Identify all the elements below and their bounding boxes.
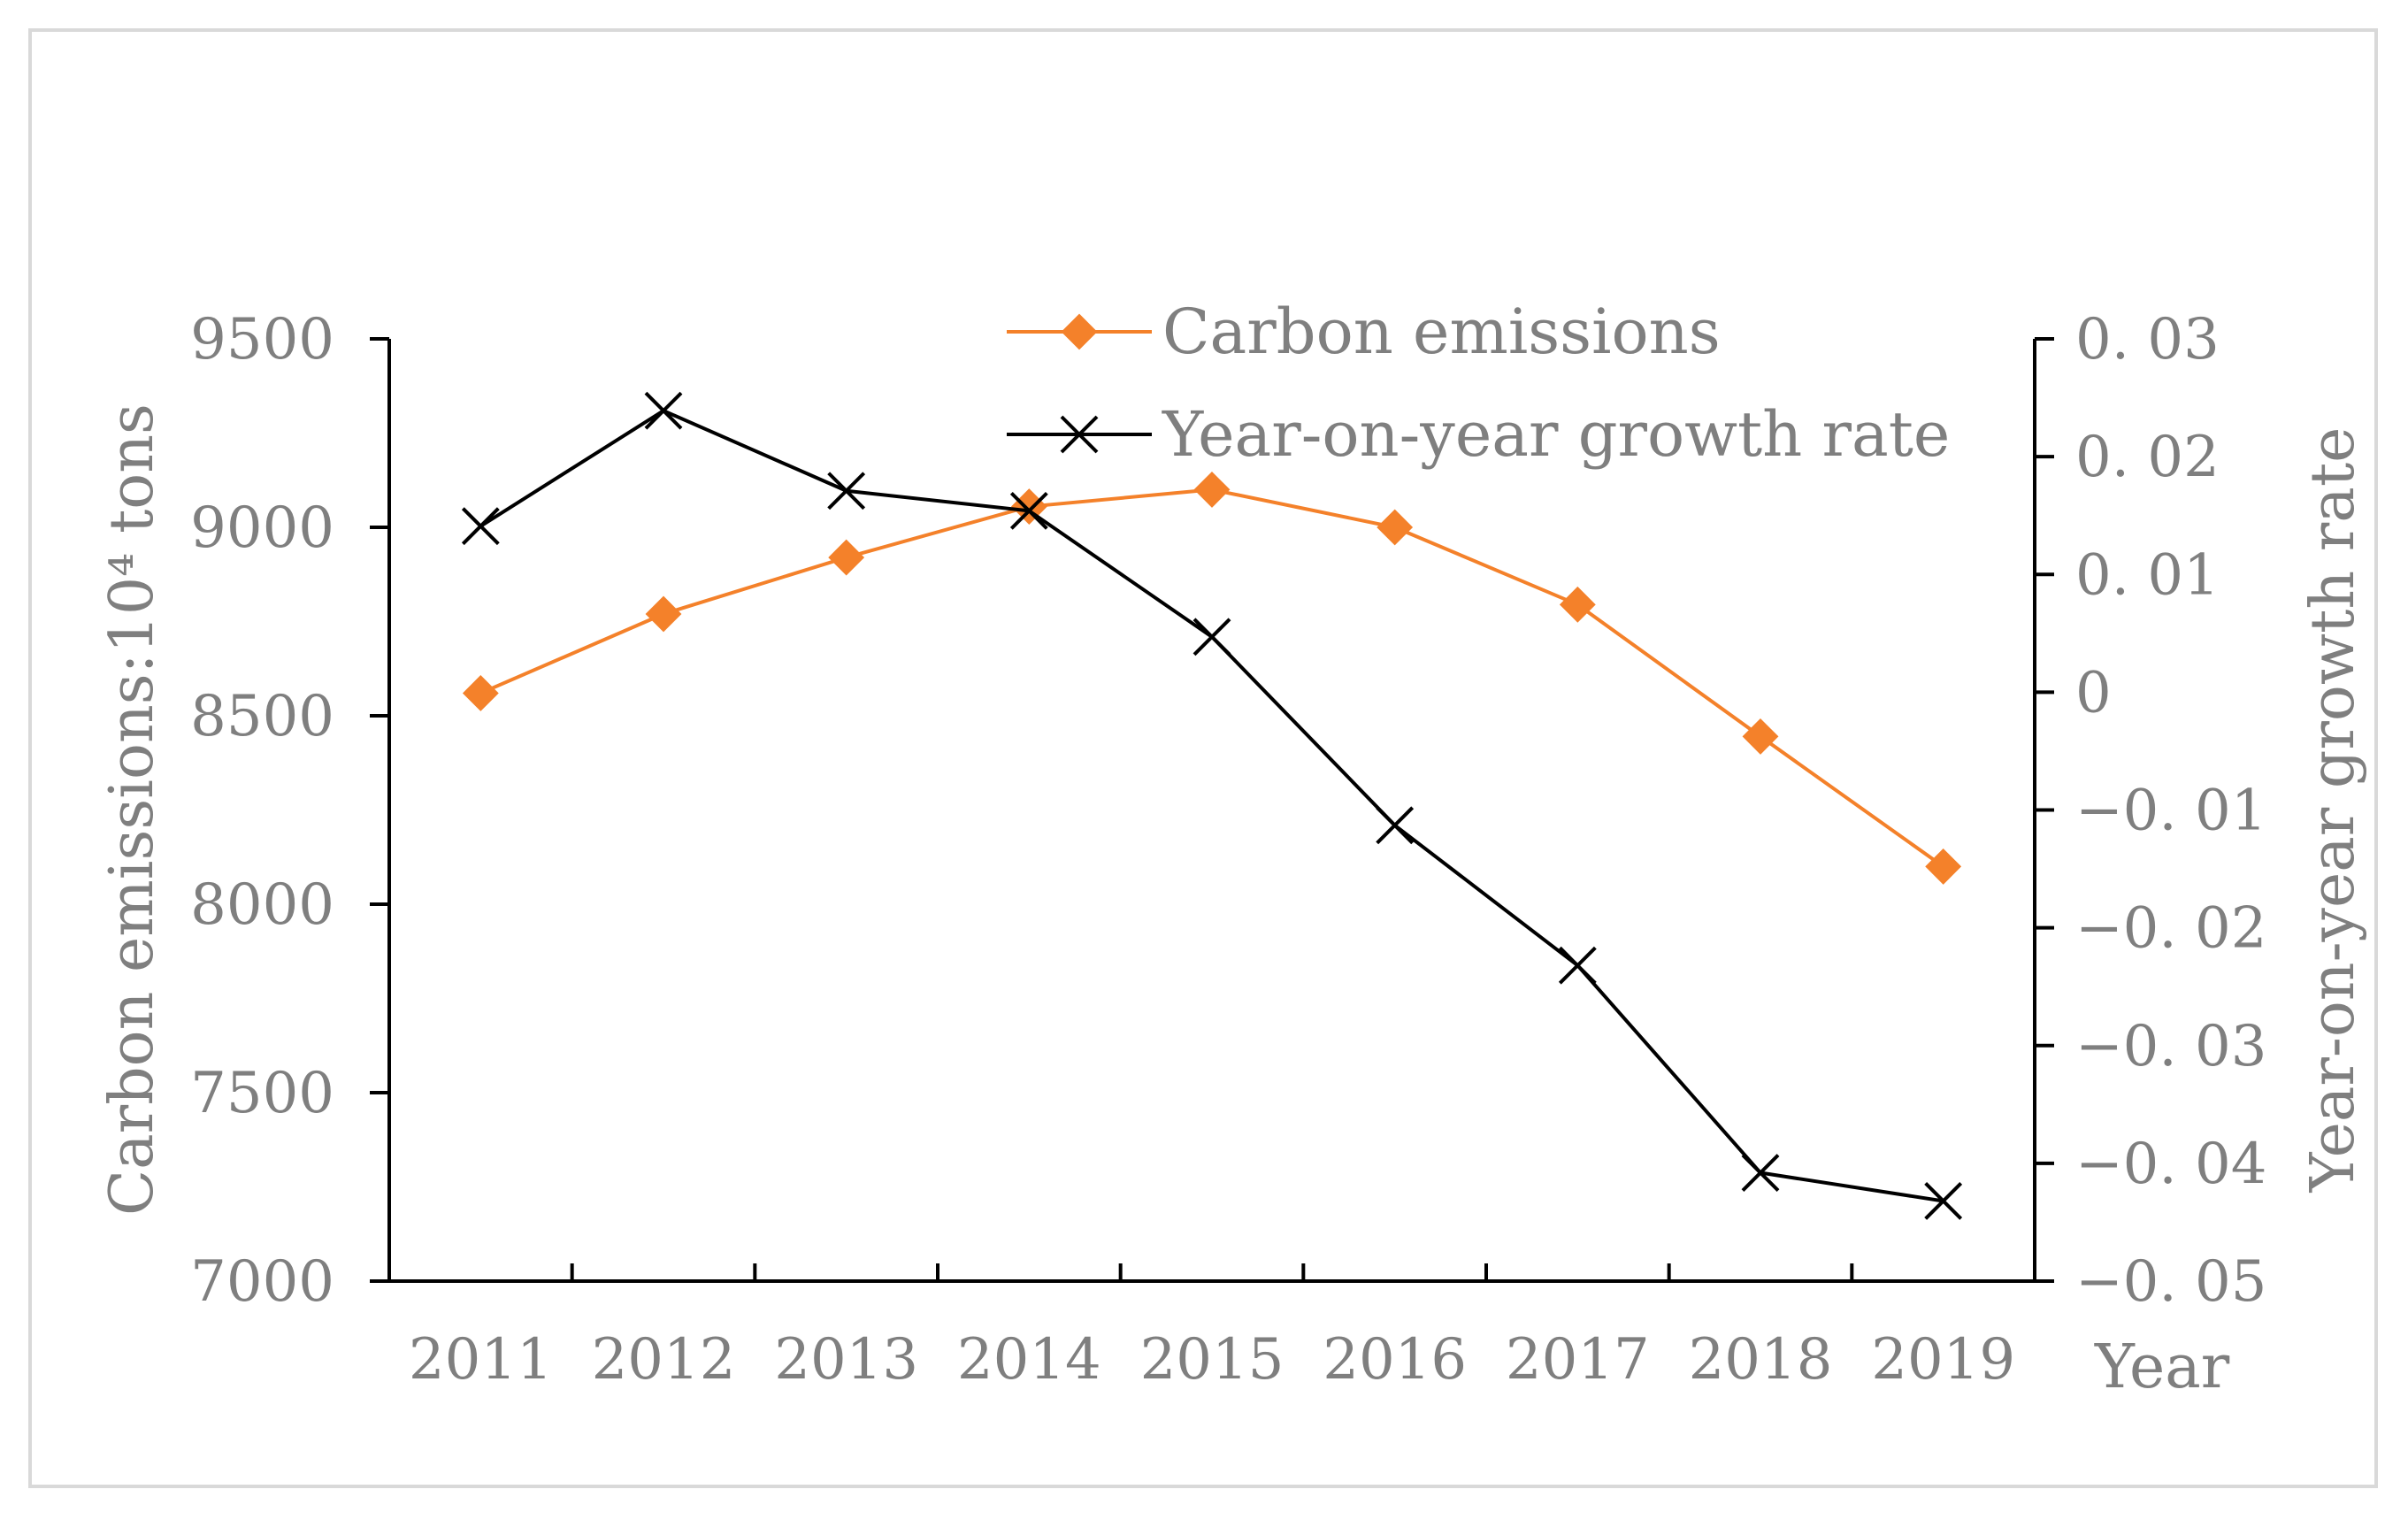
data-point-growth-rate <box>461 507 500 546</box>
x-tick-label: 2014 <box>957 1327 1101 1393</box>
data-point-growth-rate <box>1741 1154 1780 1192</box>
data-point-carbon-emissions <box>1742 718 1779 755</box>
x-tick-label: 2011 <box>409 1327 553 1393</box>
data-point-growth-rate <box>1009 491 1048 530</box>
x-tick-label: 2018 <box>1689 1327 1833 1393</box>
ticks <box>370 337 2054 1283</box>
legend-label-carbon-emissions: Carbon emissions <box>1162 296 1721 368</box>
right-y-tick-label: −0. 05 <box>2075 1249 2266 1315</box>
right-y-axis-title: Year-on-year growth rate <box>2298 427 2368 1194</box>
left-y-tick-label: 7000 <box>190 1249 334 1315</box>
legend-marker-carbon-emissions <box>1061 313 1098 350</box>
data-point-carbon-emissions <box>462 675 499 711</box>
left-y-tick-label: 9500 <box>190 307 334 372</box>
legend: Carbon emissions Year-on-year growth rat… <box>1007 296 1950 471</box>
x-tick-label: 2016 <box>1323 1327 1467 1393</box>
data-point-carbon-emissions <box>1559 586 1596 623</box>
left-y-tick-label: 8000 <box>190 872 334 938</box>
series-line-carbon-emissions <box>479 487 1944 869</box>
right-y-tick-label: −0. 01 <box>2075 779 2266 844</box>
data-point-carbon-emissions <box>1193 471 1231 508</box>
data-point-growth-rate <box>1376 806 1415 845</box>
x-tick-label: 2019 <box>1871 1327 2015 1393</box>
chart-frame <box>28 28 2378 1488</box>
x-tick-label: 2012 <box>592 1327 736 1393</box>
tick-labels: 2011 2012 2013 2014 2015 2016 2017 2018 2019 7000… <box>190 307 2266 1393</box>
data-point-growth-rate <box>644 391 683 430</box>
left-y-axis-title: Carbon emissions:10⁴ tons <box>97 403 167 1216</box>
right-y-tick-label: 0 <box>2075 660 2112 725</box>
right-y-tick-label: −0. 04 <box>2075 1132 2266 1197</box>
x-axis-title: Year <box>2094 1332 2230 1402</box>
left-y-tick-label: 7500 <box>190 1061 334 1126</box>
x-tick-label: 2015 <box>1140 1327 1285 1393</box>
x-tick-label: 2013 <box>774 1327 918 1393</box>
data-point-growth-rate <box>827 472 866 511</box>
data-point-growth-rate <box>1558 946 1597 985</box>
data-point-growth-rate <box>1192 618 1231 656</box>
data-point-carbon-emissions <box>828 539 865 576</box>
right-y-tick-label: 0. 01 <box>2075 542 2220 608</box>
data-point-carbon-emissions <box>1925 848 1962 885</box>
series <box>461 391 1963 1220</box>
right-y-tick-label: −0. 02 <box>2075 896 2266 962</box>
data-point-growth-rate <box>1924 1182 1963 1220</box>
right-y-tick-label: 0. 02 <box>2075 425 2220 490</box>
x-tick-label: 2017 <box>1506 1327 1650 1393</box>
legend-label-growth-rate: Year-on-year growth rate <box>1162 398 1950 471</box>
left-y-tick-label: 8500 <box>190 684 334 749</box>
left-y-tick-label: 9000 <box>190 495 334 561</box>
data-point-carbon-emissions <box>645 595 682 633</box>
series-line-growth-rate <box>479 409 1944 1203</box>
right-y-tick-label: 0. 03 <box>2075 307 2220 372</box>
legend-marker-growth-rate <box>1060 415 1099 454</box>
right-y-tick-label: −0. 03 <box>2075 1014 2266 1079</box>
data-point-carbon-emissions <box>1377 509 1414 546</box>
